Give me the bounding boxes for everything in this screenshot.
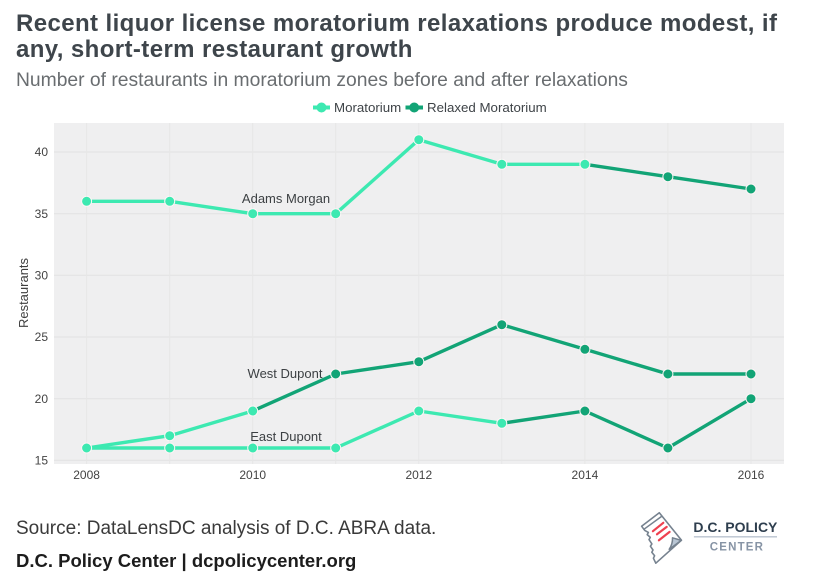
svg-text:30: 30 xyxy=(35,269,49,283)
svg-text:25: 25 xyxy=(35,330,49,344)
svg-text:East Dupont: East Dupont xyxy=(250,429,322,444)
svg-text:Restaurants: Restaurants xyxy=(16,257,31,328)
svg-text:35: 35 xyxy=(35,207,49,221)
svg-text:2008: 2008 xyxy=(73,468,100,482)
svg-text:40: 40 xyxy=(35,145,49,159)
svg-text:Moratorium: Moratorium xyxy=(334,100,401,115)
svg-text:West Dupont: West Dupont xyxy=(248,366,323,381)
svg-text:2014: 2014 xyxy=(572,468,599,482)
svg-text:15: 15 xyxy=(35,454,49,468)
svg-text:CENTER: CENTER xyxy=(710,542,764,554)
svg-text:2010: 2010 xyxy=(239,468,266,482)
svg-text:2012: 2012 xyxy=(405,468,432,482)
svg-text:D.C. POLICY: D.C. POLICY xyxy=(693,519,778,535)
svg-text:Adams Morgan: Adams Morgan xyxy=(242,191,330,206)
svg-text:20: 20 xyxy=(35,392,49,406)
svg-text:2016: 2016 xyxy=(738,468,765,482)
svg-text:Relaxed Moratorium: Relaxed Moratorium xyxy=(427,100,547,115)
